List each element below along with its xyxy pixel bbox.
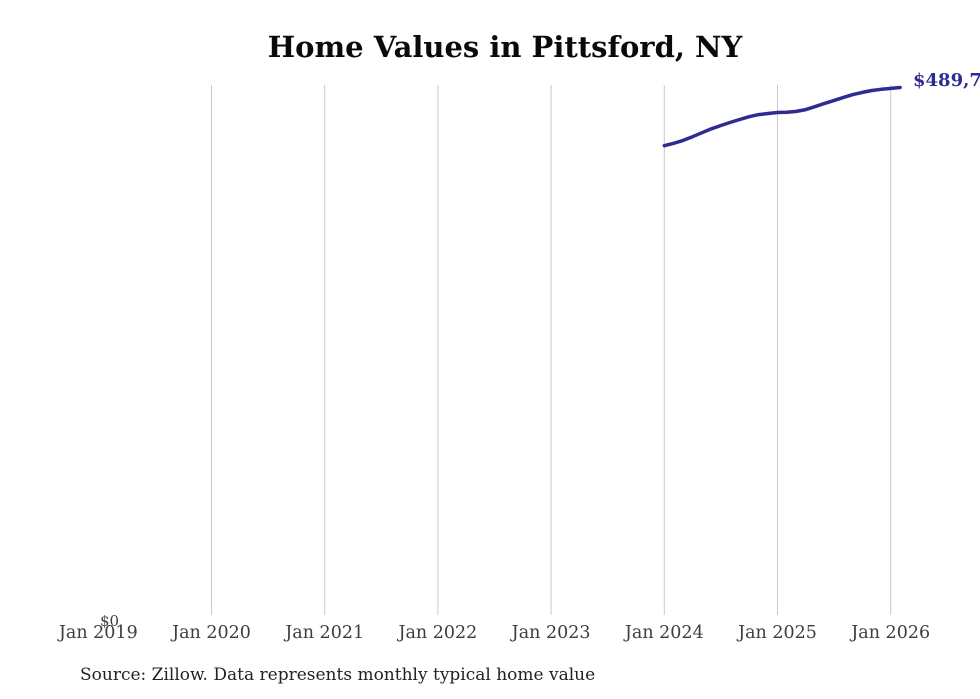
x-tick-label: Jan 2024 xyxy=(624,623,704,643)
source-note: Source: Zillow. Data represents monthly … xyxy=(80,665,596,685)
x-tick-label: Jan 2022 xyxy=(398,623,478,643)
x-tick-label: Jan 2019 xyxy=(58,623,138,643)
x-tick-label: Jan 2020 xyxy=(172,623,251,643)
home-value-line xyxy=(662,85,902,148)
x-tick-label: Jan 2026 xyxy=(851,623,931,643)
line-end-value-label: $489,744 xyxy=(913,70,980,91)
chart-title: Home Values in Pittsford, NY xyxy=(267,30,743,64)
vertical-gridlines xyxy=(211,85,892,615)
x-tick-label: Jan 2025 xyxy=(738,623,817,643)
x-tick-label: Jan 2023 xyxy=(511,623,591,643)
y-axis-zero-label: $0 xyxy=(100,612,120,630)
x-tick-label: Jan 2021 xyxy=(285,623,365,643)
